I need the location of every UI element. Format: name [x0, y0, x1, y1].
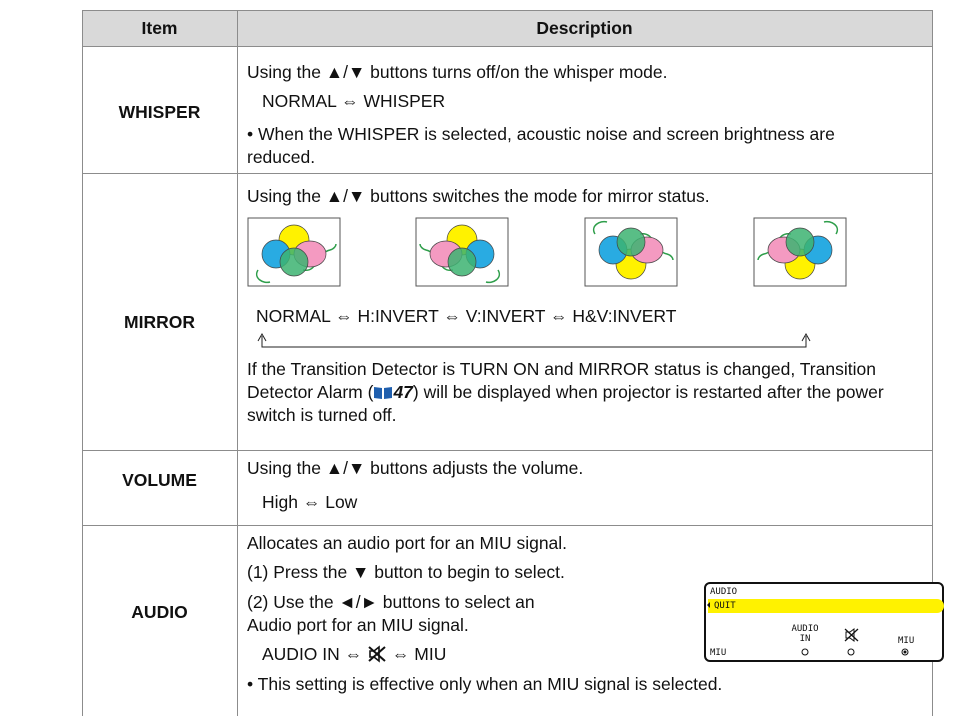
header-cell: Item	[141, 18, 178, 38]
item-label: AUDIO	[131, 602, 188, 622]
header-bg	[82, 10, 932, 46]
osd-title: AUDIO	[710, 587, 738, 597]
osd-menu: AUDIO QUIT MIU AUDIO IN MIU	[704, 582, 944, 662]
osd-selected-bg	[708, 599, 944, 613]
osd-option: MIU	[898, 636, 915, 646]
item-label: MIRROR	[124, 312, 195, 332]
border	[932, 10, 933, 716]
text: AUDIO IN ⇔	[262, 644, 363, 664]
text-line: Allocates an audio port for an MIU signa…	[247, 533, 568, 553]
osd-icons	[707, 602, 909, 656]
border	[82, 46, 933, 47]
note-text: ) will be displayed when projector is re…	[247, 382, 884, 425]
text-line: (1) Press the ▼ button to begin to selec…	[247, 562, 565, 582]
border	[82, 525, 933, 526]
border	[82, 10, 933, 11]
item-label: WHISPER	[118, 102, 201, 122]
osd-option: AUDIO IN	[791, 624, 819, 644]
header-cell: Description	[536, 18, 633, 38]
text: ⇔ MIU	[391, 644, 447, 664]
text-line: Using the ▲/▼ buttons switches the mode …	[247, 186, 710, 206]
text-line: AUDIO IN ⇔ ⇔ MIU	[262, 643, 446, 666]
border	[82, 450, 933, 451]
text-line: • This setting is effective only when an…	[247, 674, 723, 694]
mute-icon	[368, 645, 386, 663]
text-line: • When the WHISPER is selected, acoustic…	[247, 124, 835, 167]
item-label: VOLUME	[122, 470, 197, 490]
text-line: (2) Use the ◄/► buttons to select an Aud…	[247, 592, 535, 635]
text-line: NORMAL ⇔ H:INVERT ⇔ V:INVERT ⇔ H&V:INVER…	[256, 306, 677, 326]
border	[237, 10, 238, 716]
border	[82, 10, 83, 716]
text-line: Using the ▲/▼ buttons adjusts the volume…	[247, 458, 584, 478]
osd-row-label: MIU	[710, 648, 727, 658]
note-text: If the Transition Detector is TURN ON an…	[247, 359, 876, 402]
note: If the Transition Detector is TURN ON an…	[247, 358, 919, 427]
book-icon	[374, 387, 393, 399]
text-line: NORMAL ⇔ WHISPER	[262, 91, 446, 111]
border	[82, 173, 933, 174]
text-line: Using the ▲/▼ buttons turns off/on the w…	[247, 62, 668, 82]
text-line: High ⇔ Low	[262, 492, 358, 512]
osd-selected: QUIT	[714, 601, 736, 611]
page-ref: 47	[393, 382, 413, 402]
